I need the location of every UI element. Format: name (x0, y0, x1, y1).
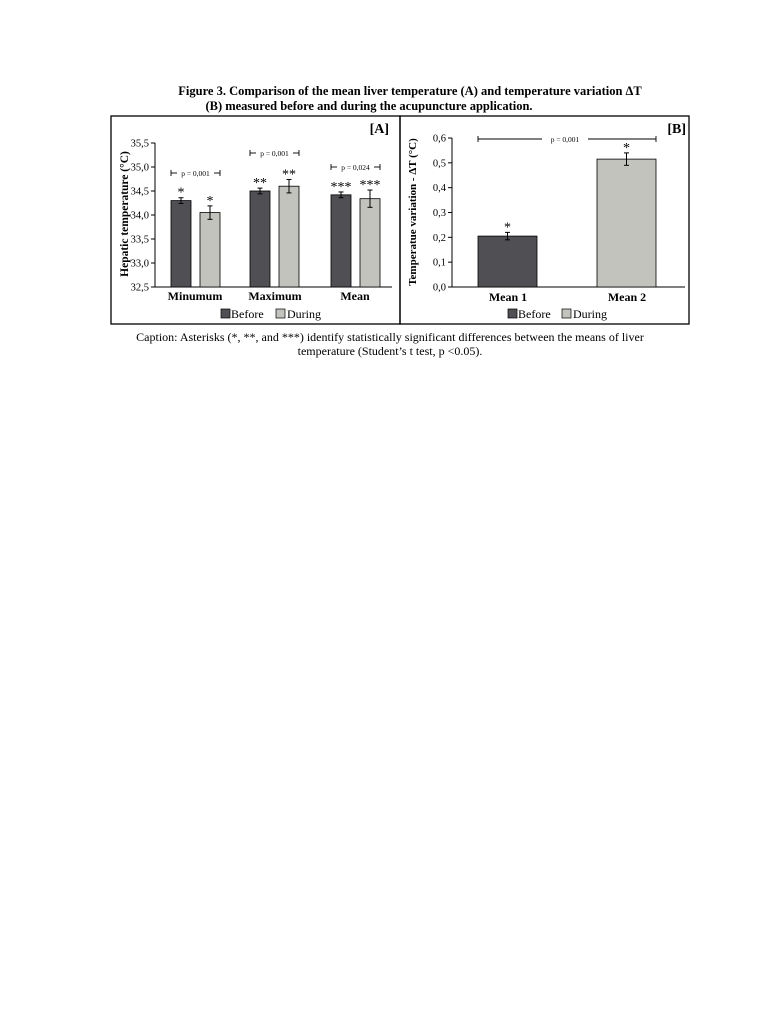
panel-a-bar (199, 212, 221, 288)
panel-a-y-tick-label: 32,5 (131, 283, 149, 294)
panel-b-significance-mark: * (623, 141, 630, 156)
panel-b-pvalue-label-bg (542, 135, 588, 143)
panel-a-bar (278, 185, 300, 288)
panel-a-category-label: Minumum (168, 289, 223, 303)
panel-a-bar (170, 200, 192, 288)
panel-b-y-axis-label: Temperatue variation - ΔT (°C) (407, 138, 419, 286)
panel-b-y-tick-label: 0,2 (433, 233, 446, 244)
figure-caption: Caption: Asterisks (*, **, and ***) iden… (110, 330, 670, 358)
panel-b-pvalue-label: p = 0,001 (551, 135, 580, 144)
panel-b-y-tick-label: 0,1 (433, 258, 446, 269)
panel-b-y-tick-label: 0,6 (433, 134, 446, 145)
panel-b-category-label: Mean 2 (608, 290, 646, 304)
panel-b-y-tick-label: 0,3 (433, 208, 446, 219)
panel-a-y-tick-label: 35,0 (131, 163, 149, 174)
panel-b-bar (596, 158, 657, 288)
panel-a-y-tick-label: 33,5 (131, 235, 149, 246)
legend-label-during: During (287, 307, 321, 321)
panel-a-category-label: Maximum (248, 289, 301, 303)
figure-title-line-1: Figure 3. Comparison of the mean liver t… (0, 84, 768, 99)
panel-a-pvalue-label: p = 0,001 (181, 169, 210, 178)
panel-b-bar (477, 235, 538, 288)
legend-swatch-during (275, 308, 286, 319)
figure-title-text-1: . Comparison of the mean liver temperatu… (222, 84, 642, 98)
panel-a-pvalue-label: p = 0,024 (341, 163, 370, 172)
panel-a-y-axis-label: Hepatic temperature (°C) (119, 151, 131, 277)
panel-a-category-label: Mean (340, 289, 370, 303)
panel-a-label: [A] (370, 122, 389, 137)
panel-a-bar (249, 190, 271, 288)
panel-a-significance-mark: *** (360, 178, 381, 193)
panel-a-bar (359, 198, 381, 288)
legend-label-before: Before (231, 307, 264, 321)
panel-b-label: [B] (667, 122, 686, 137)
panel-b-frame (399, 115, 690, 325)
panel-b-y-tick-label: 0,5 (433, 158, 446, 169)
panel-b-y-tick-label: 0,0 (433, 283, 446, 294)
panel-a-significance-mark: * (178, 186, 185, 201)
panel-a-significance-mark: * (207, 194, 214, 209)
caption-line-1: Caption: Asterisks (*, **, and ***) iden… (136, 330, 644, 344)
legend-swatch-before (507, 308, 518, 319)
panel-a-y-tick-label: 34,5 (131, 187, 149, 198)
caption-line-2: temperature (Student’s t test, p <0.05). (297, 344, 483, 358)
panel-a-significance-mark: ** (282, 167, 296, 182)
panel-b-significance-mark: * (504, 220, 511, 235)
legend-swatch-before (220, 308, 231, 319)
panel-b: [B] Temperatue variation - ΔT (°C) 0,0 0,… (407, 122, 686, 321)
panel-a: [A] Hepatic temperature (°C) 32,5 33,0 33,… (119, 122, 392, 321)
panel-b-y-tick-label: 0,4 (433, 183, 447, 194)
panel-b-category-label: Mean 1 (489, 290, 527, 304)
legend-label-during: During (573, 307, 607, 321)
panel-a-significance-mark: ** (253, 176, 267, 191)
legend-label-before: Before (518, 307, 551, 321)
figure-label: Figure 3 (178, 84, 223, 98)
figure-title: Figure 3. Comparison of the mean liver t… (0, 84, 768, 114)
figure-title-line-2: (B) measured before and during the acupu… (205, 99, 533, 113)
panel-a-pvalue-label: p = 0,001 (260, 149, 289, 158)
panel-a-y-tick-label: 35,5 (131, 139, 149, 150)
panel-a-significance-mark: *** (331, 180, 352, 195)
panel-a-y-tick-label: 33,0 (131, 259, 149, 270)
legend-swatch-during (561, 308, 572, 319)
panel-a-y-tick-label: 34,0 (131, 211, 149, 222)
figure-panels: [A] Hepatic temperature (°C) 32,5 33,0 33,… (110, 115, 690, 325)
panel-a-bar (330, 194, 352, 288)
